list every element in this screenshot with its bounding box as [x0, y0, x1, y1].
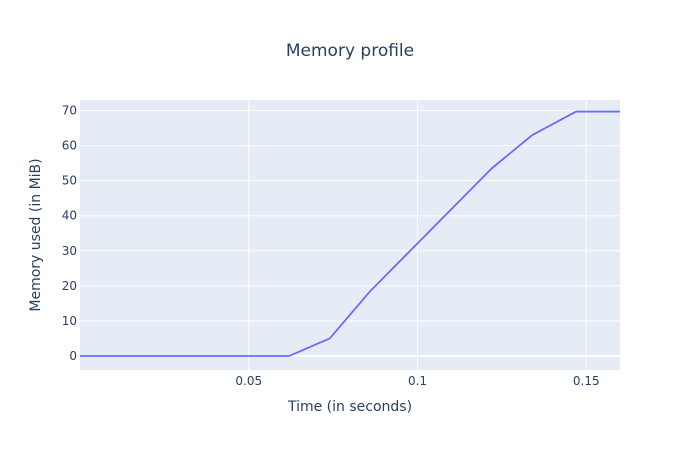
- y-tick-label: 0: [69, 349, 77, 363]
- y-tick-label: 20: [62, 279, 77, 293]
- y-tick-label: 60: [62, 139, 77, 153]
- y-axis-ticks: 0 10 20 30 40 50 60 70: [62, 104, 77, 363]
- x-tick-label: 0.15: [573, 374, 600, 388]
- x-tick-label: 0.05: [235, 374, 262, 388]
- y-tick-label: 10: [62, 314, 77, 328]
- y-tick-label: 30: [62, 244, 77, 258]
- chart-title: Memory profile: [286, 41, 414, 61]
- plot-background: [80, 100, 620, 370]
- series-lines: [80, 110, 620, 357]
- y-tick-label: 40: [62, 209, 77, 223]
- y-tick-label: 70: [62, 104, 77, 118]
- y-tick-label: 50: [62, 174, 77, 188]
- x-axis-title: Time (in seconds): [287, 399, 412, 415]
- memory-series-line: [80, 110, 620, 357]
- x-tick-label: 0.1: [408, 374, 427, 388]
- y-axis-title: Memory used (in MiB): [28, 158, 44, 311]
- x-axis-ticks: 0.05 0.1 0.15: [235, 374, 599, 388]
